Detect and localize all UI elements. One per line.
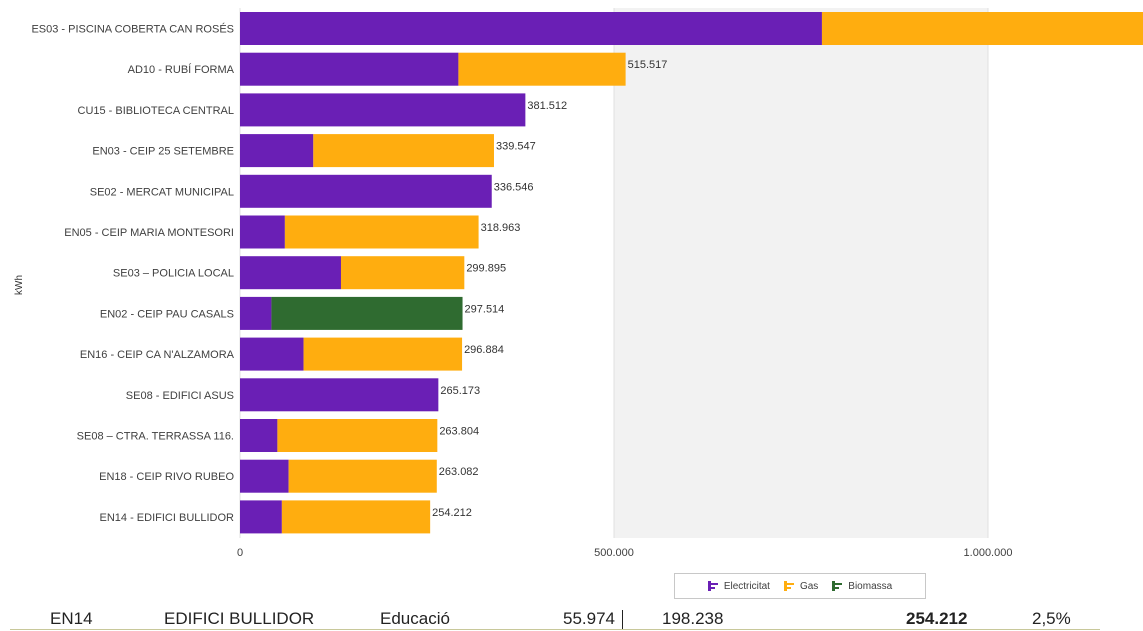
category-label: SE03 – POLICIA LOCAL — [113, 268, 234, 280]
total-data-label: 263.804 — [439, 426, 479, 438]
bar-gas[interactable] — [821, 12, 1143, 45]
bar-biomassa[interactable] — [271, 296, 463, 330]
bar-electricitat[interactable] — [240, 419, 278, 452]
legend-swatch-icon — [707, 581, 719, 591]
bar-gas[interactable] — [281, 500, 431, 534]
bar-electricitat[interactable] — [240, 215, 285, 249]
footer-electricitat: 55.974 — [563, 609, 615, 628]
bar-electricitat[interactable] — [240, 256, 341, 290]
data-labels: 2.204.603515.517381.512339.547336.546318… — [432, 59, 668, 519]
bars — [240, 12, 1143, 534]
y-axis-title: kWh — [14, 275, 25, 295]
bar-electricitat[interactable] — [240, 337, 304, 371]
category-label: EN18 - CEIP RIVO RUBEO — [99, 471, 234, 483]
bar-electricitat[interactable] — [240, 378, 439, 412]
stacked-bar-chart: ES03 - PISCINA COBERTA CAN ROSÉS AD10 - R… — [14, 8, 1143, 559]
category-label: EN03 - CEIP 25 SETEMBRE — [92, 146, 234, 158]
bar-gas[interactable] — [458, 52, 626, 86]
total-data-label: 263.082 — [439, 466, 479, 478]
legend-label: Electricitat — [723, 580, 770, 592]
footer-total: 254.212 — [906, 609, 968, 628]
footer-percent: 2,5% — [1032, 609, 1071, 628]
x-tick-label: 0 — [237, 547, 243, 559]
bar-electricitat[interactable] — [240, 93, 526, 127]
bar-gas[interactable] — [288, 459, 437, 493]
total-data-label: 339.547 — [496, 141, 536, 153]
bar-gas[interactable] — [313, 134, 494, 168]
footer-code: EN14 — [50, 609, 93, 628]
legend-label: Gas — [799, 580, 819, 592]
total-data-label: 318.963 — [481, 222, 521, 234]
total-data-label: 336.546 — [494, 181, 534, 193]
category-label: ES03 - PISCINA COBERTA CAN ROSÉS — [31, 23, 234, 36]
category-labels: ES03 - PISCINA COBERTA CAN ROSÉS AD10 - R… — [31, 23, 234, 524]
legend-item-electricitat[interactable]: Electricitat — [707, 580, 770, 592]
legend-item-biomassa[interactable]: Biomassa — [832, 581, 892, 592]
footer-gas: 198.238 — [662, 609, 724, 628]
bar-electricitat[interactable] — [240, 500, 282, 534]
category-label: EN05 - CEIP MARIA MONTESORI — [64, 227, 234, 239]
total-data-label: 254.212 — [432, 507, 472, 519]
category-label: SE08 – CTRA. TERRASSA 116. — [77, 431, 234, 443]
category-label: EN14 - EDIFICI BULLIDOR — [100, 512, 235, 524]
total-data-label: 299.895 — [466, 263, 506, 275]
legend-label: Biomassa — [848, 580, 893, 592]
legend-item-gas[interactable]: Gas — [783, 580, 819, 592]
category-label: SE02 - MERCAT MUNICIPAL — [90, 186, 234, 198]
footer-category: Educació — [380, 609, 450, 628]
bar-gas[interactable] — [277, 419, 438, 452]
category-label: EN02 - CEIP PAU CASALS — [100, 308, 234, 320]
bar-gas[interactable] — [303, 337, 463, 371]
category-label: CU15 - BIBLIOTECA CENTRAL — [78, 105, 235, 117]
bar-electricitat[interactable] — [240, 459, 289, 493]
total-data-label: 515.517 — [628, 59, 668, 71]
x-tick-label: 500.000 — [594, 547, 634, 559]
x-tick-label: 1.000.000 — [964, 547, 1013, 559]
total-data-label: 381.512 — [527, 100, 567, 112]
bar-electricitat[interactable] — [240, 174, 492, 208]
footer-name: EDIFICI BULLIDOR — [164, 609, 315, 628]
legend-swatch-icon — [783, 581, 795, 591]
bar-gas[interactable] — [340, 256, 465, 290]
legend: Electricitat Gas Biomassa — [674, 573, 926, 599]
category-label: AD10 - RUBÍ FORMA — [128, 63, 235, 76]
category-label: SE08 - EDIFICI ASUS — [126, 390, 234, 402]
grid-bands — [239, 8, 989, 538]
total-data-label: 297.514 — [465, 303, 505, 315]
total-data-label: 296.884 — [464, 344, 504, 356]
total-data-label: 265.173 — [440, 385, 480, 397]
category-label: EN16 - CEIP CA N'ALZAMORA — [80, 349, 235, 361]
footer-table-row: EN14 EDIFICI BULLIDOR Educació 55.974 19… — [0, 603, 1100, 631]
bar-electricitat[interactable] — [240, 134, 314, 168]
bar-electricitat[interactable] — [240, 52, 459, 86]
bar-electricitat[interactable] — [240, 296, 272, 330]
footer-divider — [10, 629, 1100, 630]
legend-swatch-icon — [832, 581, 843, 591]
bar-gas[interactable] — [284, 215, 479, 249]
grid-band — [614, 8, 988, 538]
bar-electricitat[interactable] — [240, 12, 822, 45]
text-cursor — [622, 610, 623, 630]
